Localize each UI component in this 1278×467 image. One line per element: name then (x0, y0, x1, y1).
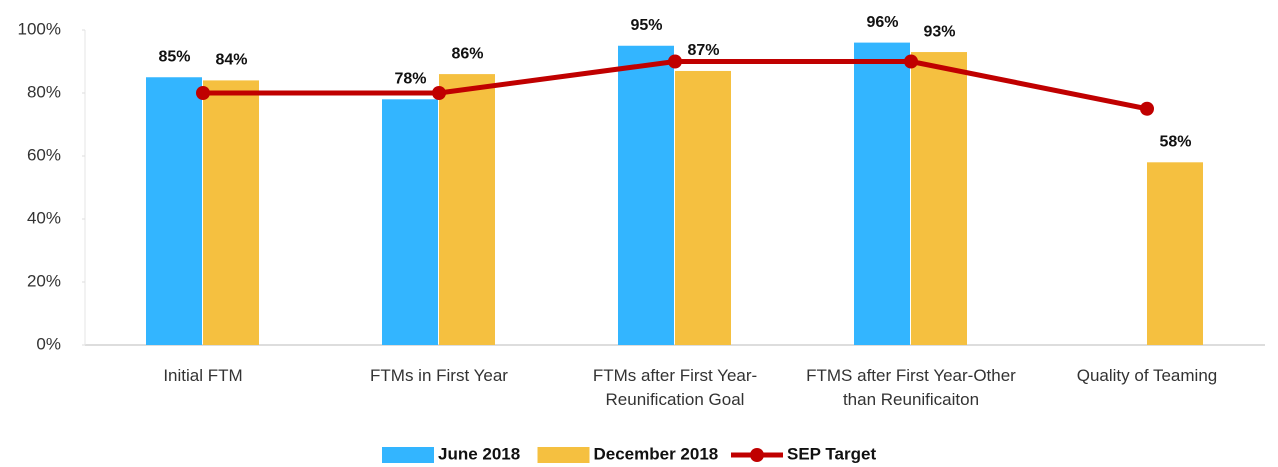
data-label: 78% (394, 71, 426, 88)
data-label: 58% (1159, 134, 1191, 151)
x-tick-label: FTMs in First Year (370, 366, 508, 385)
x-tick-label: Initial FTM (163, 366, 243, 385)
data-label: 93% (923, 23, 955, 40)
legend-label: June 2018 (438, 444, 520, 463)
bar (854, 42, 910, 345)
line-marker (668, 54, 682, 69)
x-tick-label: FTMs after First Year-Reunification Goal (592, 366, 758, 409)
legend-swatch (537, 447, 590, 463)
data-label: 87% (687, 42, 719, 59)
y-tick-label: 0% (36, 334, 61, 353)
legend-label: SEP Target (787, 444, 876, 463)
y-tick-label: 20% (27, 271, 61, 290)
line-marker (196, 86, 210, 100)
data-label: 85% (158, 48, 190, 65)
y-tick-label: 60% (27, 145, 61, 164)
legend-label: December 2018 (594, 444, 719, 463)
x-tick-label: Quality of Teaming (1076, 366, 1218, 385)
data-label: 84% (215, 52, 247, 69)
legend-swatch (382, 447, 434, 463)
legend-swatch (750, 448, 764, 462)
y-tick-label: 80% (27, 82, 61, 101)
y-tick-label: 100% (18, 19, 61, 38)
data-label: 95% (630, 17, 662, 34)
data-label: 96% (866, 14, 898, 31)
line-marker (432, 86, 446, 100)
data-label: 86% (451, 45, 483, 62)
bar (675, 70, 731, 345)
line-marker (1140, 101, 1154, 116)
x-tick-label: FTMS after First Year-Other than Reunifi… (806, 366, 1016, 409)
bar (382, 99, 438, 345)
bar (1147, 162, 1203, 345)
line-marker (904, 54, 918, 69)
y-tick-label: 40% (27, 208, 61, 227)
bar (911, 52, 967, 346)
bar (146, 77, 202, 345)
bar (618, 45, 674, 345)
bar (203, 80, 259, 346)
bar (439, 74, 495, 345)
